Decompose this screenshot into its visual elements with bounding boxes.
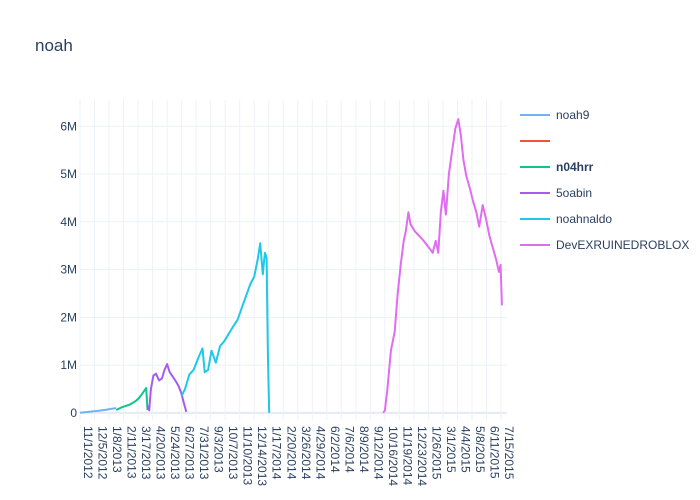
y-axis: 0 1M 2M 3M 4M 5M 6M xyxy=(60,119,77,420)
x-tick-label: 8/9/2014 xyxy=(357,426,371,473)
y-tick-label: 3M xyxy=(60,263,77,277)
y-tick-label: 4M xyxy=(60,215,77,229)
legend-item-6[interactable]: DevEXRUINEDROBLOX xyxy=(520,238,689,252)
y-tick-label: 1M xyxy=(60,358,77,372)
x-tick-label: 2/11/2013 xyxy=(125,426,139,479)
x-tick-label: 7/15/2015 xyxy=(502,426,516,480)
legend-label: noah9 xyxy=(556,108,590,122)
x-tick-label: 3/26/2014 xyxy=(299,426,313,480)
x-tick-label: 12/5/2012 xyxy=(96,426,110,480)
x-tick-label: 6/11/2015 xyxy=(488,426,502,479)
legend-item-3[interactable]: n04hrr xyxy=(520,160,594,174)
legend-label: 5oabin xyxy=(556,186,592,200)
y-tick-label: 0 xyxy=(70,406,77,420)
x-tick-label: 1/17/2014 xyxy=(270,426,284,480)
y-tick-label: 6M xyxy=(60,119,77,133)
x-tick-label: 3/17/2013 xyxy=(139,426,153,480)
y-tick-label: 5M xyxy=(60,167,77,181)
x-tick-label: 11/1/2012 xyxy=(81,426,95,479)
x-tick-label: 10/7/2013 xyxy=(226,426,240,480)
legend-item-1[interactable]: noah9 xyxy=(520,108,590,122)
x-tick-label: 12/14/2013 xyxy=(255,426,269,486)
chart-title: noah xyxy=(35,36,73,55)
x-tick-label: 4/29/2014 xyxy=(313,426,327,480)
y-tick-label: 2M xyxy=(60,310,77,324)
x-tick-label: 3/1/2015 xyxy=(444,426,458,473)
x-tick-label: 9/12/2014 xyxy=(371,426,385,480)
legend-label: n04hrr xyxy=(556,160,594,174)
series-line-3 xyxy=(115,387,149,411)
plot-area xyxy=(79,118,503,414)
x-tick-label: 5/8/2015 xyxy=(473,426,487,473)
legend[interactable]: noah9 n04hrr 5oabin noahnaldo DevEXRUINEDROB… xyxy=(520,108,689,252)
series-line-6 xyxy=(382,118,503,414)
x-tick-label: 11/19/2014 xyxy=(400,426,414,485)
x-tick-label: 1/26/2015 xyxy=(429,426,443,480)
legend-label: DevEXRUINEDROBLOX xyxy=(556,238,689,252)
grid-lines xyxy=(79,100,507,420)
x-tick-label: 7/31/2013 xyxy=(197,426,211,480)
x-tick-label: 1/8/2013 xyxy=(110,426,124,473)
series-line-5 xyxy=(180,242,271,413)
x-tick-label: 12/23/2014 xyxy=(415,426,429,486)
x-tick-label: 5/24/2013 xyxy=(168,426,182,480)
x-tick-label: 9/3/2013 xyxy=(212,426,226,473)
series-line-4 xyxy=(146,363,188,413)
x-axis: 11/1/2012 12/5/2012 1/8/2013 2/11/2013 3/17/… xyxy=(81,426,516,486)
x-tick-label: 11/10/2013 xyxy=(241,426,255,485)
legend-label: noahnaldo xyxy=(556,212,612,226)
legend-item-4[interactable]: 5oabin xyxy=(520,186,592,200)
x-tick-label: 6/27/2013 xyxy=(183,426,197,480)
x-tick-label: 10/16/2014 xyxy=(386,426,400,486)
x-tick-label: 2/20/2014 xyxy=(284,426,298,480)
x-tick-label: 4/20/2013 xyxy=(154,426,168,480)
x-tick-label: 6/2/2014 xyxy=(328,426,342,473)
x-tick-label: 4/4/2015 xyxy=(458,426,472,473)
legend-item-5[interactable]: noahnaldo xyxy=(520,212,612,226)
series-line-1 xyxy=(79,407,117,414)
x-tick-label: 7/6/2014 xyxy=(342,426,356,473)
